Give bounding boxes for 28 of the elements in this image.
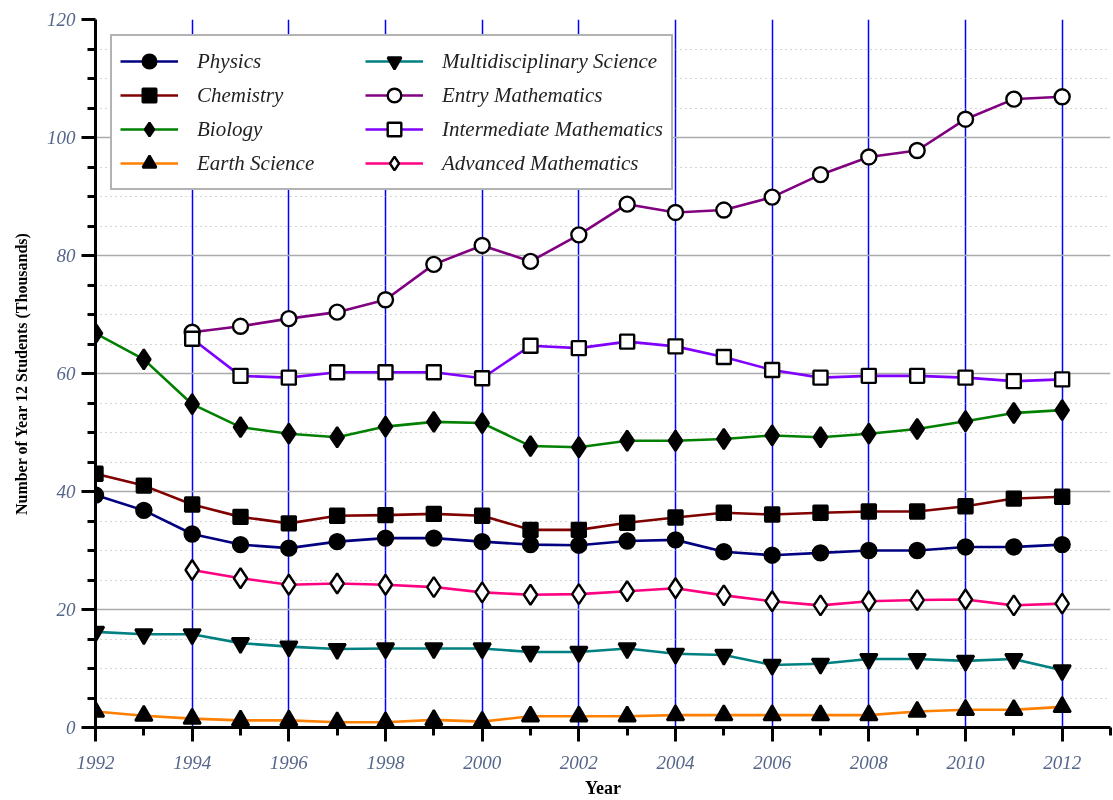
legend-label: Chemistry bbox=[197, 82, 285, 108]
legend-label: Multidisciplinary Science bbox=[442, 48, 658, 74]
x-tick-label: 2012 bbox=[1043, 751, 1082, 773]
y-axis-title: Number of Year 12 Students (Thousands) bbox=[13, 233, 31, 516]
legend-label: Entry Mathematics bbox=[442, 82, 604, 108]
x-tick-label: 1992 bbox=[76, 751, 115, 773]
legend-label: Biology bbox=[197, 116, 264, 142]
y-tick-label: 100 bbox=[47, 127, 76, 148]
x-tick-label: 2008 bbox=[849, 751, 889, 773]
legend-label: Intermediate Mathematics bbox=[442, 116, 664, 142]
legend-label: Earth Science bbox=[197, 150, 316, 176]
y-tick-label: 40 bbox=[56, 481, 76, 502]
y-tick-label: 60 bbox=[56, 363, 76, 384]
x-tick-label: 2010 bbox=[946, 751, 985, 773]
y-tick-label: 120 bbox=[47, 9, 76, 30]
legend-label: Advanced Mathematics bbox=[442, 150, 639, 176]
x-tick-label: 2006 bbox=[753, 751, 792, 773]
y-tick-label: 80 bbox=[56, 245, 76, 266]
legend-label: Physics bbox=[197, 48, 263, 74]
x-tick-label: 2004 bbox=[656, 751, 695, 773]
y-tick-label: 20 bbox=[56, 599, 76, 620]
y-tick-label: 0 bbox=[66, 717, 76, 738]
x-tick-label: 1994 bbox=[173, 751, 212, 773]
x-tick-label: 1998 bbox=[366, 751, 405, 773]
x-axis-title: Year bbox=[585, 777, 621, 798]
x-tick-label: 2002 bbox=[559, 751, 599, 773]
x-tick-label: 1996 bbox=[269, 751, 309, 773]
x-tick-label: 2000 bbox=[463, 751, 502, 773]
